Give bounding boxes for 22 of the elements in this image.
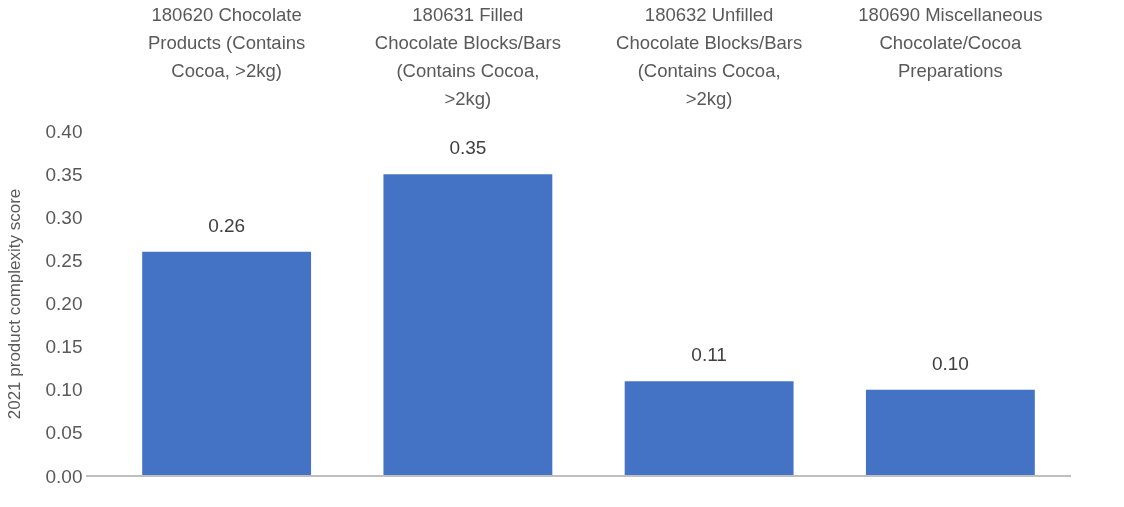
data-label: 0.11: [691, 344, 727, 366]
y-axis-title: 2021 product complexity score: [4, 188, 24, 420]
y-tick-label: 0.05: [45, 422, 83, 444]
data-label: 0.35: [449, 137, 487, 159]
bar: [383, 174, 553, 476]
y-tick-label: 0.00: [45, 465, 83, 487]
y-tick-label: 0.40: [45, 120, 83, 142]
y-tick-label: 0.35: [45, 163, 83, 185]
y-tick-label: 0.30: [45, 206, 83, 228]
x-tick-label: 180632 Unfilled Chocolate Blocks/Bars (Contains Cocoa, >2kg): [616, 3, 803, 109]
y-tick-label: 0.10: [45, 379, 83, 401]
y-tick-label: 0.20: [45, 293, 83, 314]
x-tick-label: 180620 Chocolate Products (Contains Cocoa, >2kg): [147, 3, 306, 81]
x-tick-label: 180690 Miscellaneous Chocolate/Cocoa Preparations: [858, 3, 1043, 81]
x-tick-label: 180631 Filled Chocolate Blocks/Bars (Contains Cocoa, >2kg): [374, 3, 561, 109]
y-tick-label: 0.15: [45, 336, 83, 358]
bar: [142, 251, 312, 476]
bar: [865, 389, 1035, 476]
bar: [624, 381, 794, 476]
data-label: 0.26: [208, 214, 246, 236]
data-label: 0.10: [931, 352, 969, 374]
y-tick-label: 0.25: [45, 249, 83, 271]
